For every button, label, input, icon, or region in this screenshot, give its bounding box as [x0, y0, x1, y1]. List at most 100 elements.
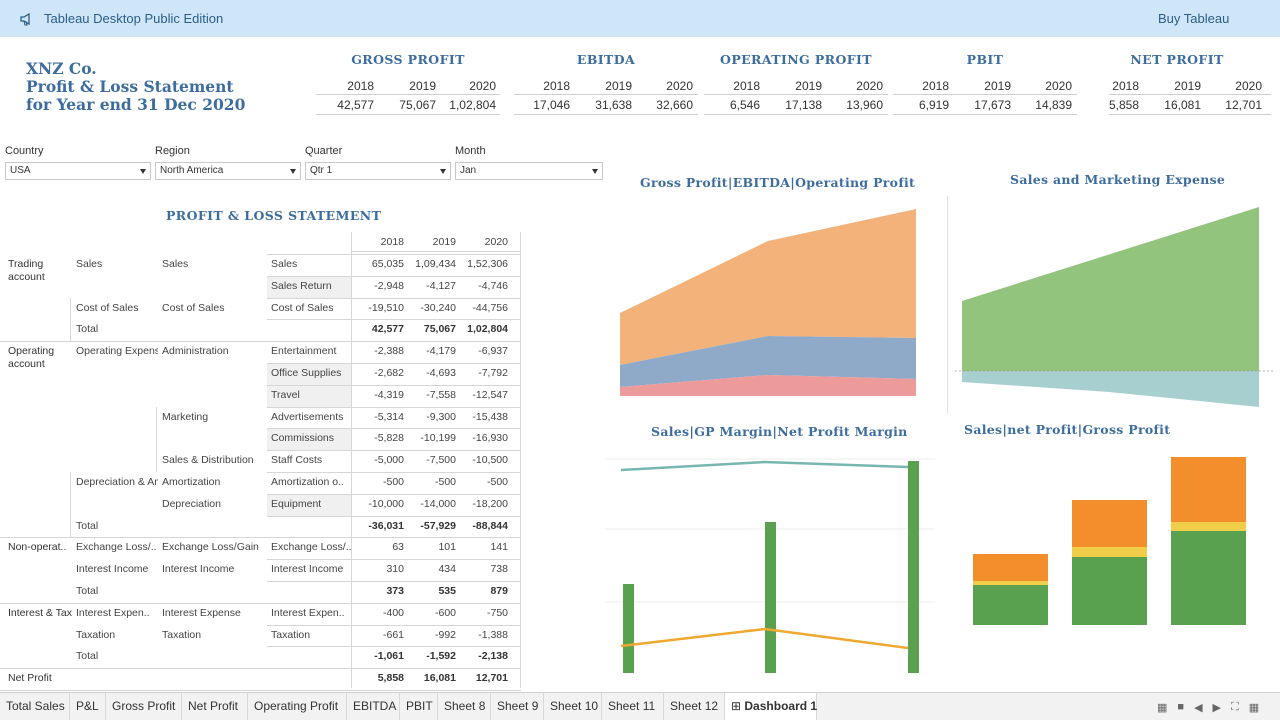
row-divider — [267, 646, 521, 648]
kpi-year: 2020 — [1235, 79, 1262, 93]
dropdown-value: Jan — [460, 165, 477, 176]
pl-cell-item: Cost of Sales — [271, 301, 334, 314]
tab-label: Dashboard 1 — [744, 699, 818, 713]
chart-title-margin: Sales|GP Margin|Net Profit Margin — [651, 424, 908, 439]
pl-cell-item: Commissions — [271, 432, 335, 445]
tab-sheet-11[interactable]: Sheet 11 — [602, 693, 664, 720]
margin-chart — [605, 458, 935, 673]
pl-value: -6,937 — [478, 345, 508, 358]
pl-value: 1,52,306 — [467, 258, 508, 270]
pl-cell-category: Cost of Sales — [76, 301, 139, 314]
pl-value: -88,844 — [472, 519, 508, 532]
tab-ebitda[interactable]: EBITDA — [347, 693, 400, 720]
pl-value: -12,547 — [472, 388, 508, 401]
tab-net-profit[interactable]: Net Profit — [182, 693, 248, 720]
tab-sheet-12[interactable]: Sheet 12 — [664, 693, 725, 720]
tab-label: Total Sales — [6, 699, 65, 713]
divider — [351, 232, 352, 688]
tab-controls: ▦ ■ ◀ ▶ ⛶ ▦ — [1157, 700, 1259, 714]
grid-view-icon[interactable]: ▦ — [1248, 701, 1260, 714]
pl-cell-subcategory: Depreciation — [162, 497, 221, 510]
divider — [704, 114, 888, 115]
region-dropdown[interactable]: North America — [155, 162, 301, 180]
fullscreen-icon[interactable]: ⛶ — [1231, 700, 1239, 713]
tab-label: Sheet 10 — [550, 699, 599, 713]
cell-shade — [267, 384, 351, 407]
row-divider — [0, 341, 521, 343]
pl-value: 63 — [392, 541, 404, 554]
prev-sheet-icon[interactable]: ◀ — [1194, 701, 1203, 714]
gross-profit-bar-2019 — [1072, 500, 1147, 547]
sales-area — [962, 207, 1259, 371]
stacked-bar-chart — [973, 457, 1246, 625]
kpi-year: 2020 — [856, 79, 883, 93]
row-divider — [267, 363, 521, 364]
pl-value: -5,314 — [374, 410, 404, 423]
pl-cell-subcategory: Taxation — [162, 628, 202, 641]
sales-bar-2020 — [1171, 531, 1246, 625]
tab-pbit[interactable]: PBIT — [400, 693, 438, 720]
row-divider — [267, 493, 521, 495]
pl-value: -600 — [434, 606, 456, 619]
kpi-value: 5,858 — [1108, 98, 1139, 112]
tab-sheet-10[interactable]: Sheet 10 — [544, 693, 602, 720]
sheet-tab-bar: ▦ ■ ◀ ▶ ⛶ ▦ Total Sales P&L Gross Profit Ne… — [0, 692, 1280, 720]
month-dropdown[interactable]: Jan — [455, 162, 603, 180]
pl-title: PROFIT & LOSS STATEMENT — [166, 208, 382, 223]
pl-cell-subcategory: Exchange Loss/Gain — [162, 541, 259, 554]
kpi-title: NET PROFIT — [1130, 52, 1224, 67]
pl-value: -500 — [382, 476, 404, 488]
gp-margin-line — [620, 460, 909, 472]
tab-gross-profit[interactable]: Gross Profit — [106, 693, 182, 720]
kpi-value: 14,839 — [1035, 98, 1072, 112]
pl-cell-subcategory: Marketing — [162, 410, 209, 423]
filter-region: Region North America — [155, 145, 301, 180]
next-sheet-icon[interactable]: ▶ — [1212, 701, 1221, 714]
pl-value: -7,792 — [478, 367, 508, 379]
buy-tableau-link[interactable]: Buy Tableau — [1158, 11, 1230, 26]
pl-cell-item: Advertisements — [271, 410, 344, 423]
dropdown-value: Qtr 1 — [310, 165, 333, 176]
pl-value: 535 — [438, 585, 456, 597]
filter-month: Month Jan — [455, 145, 603, 180]
pl-value: -36,031 — [368, 519, 404, 532]
net-profit-margin-line — [620, 627, 909, 650]
pl-value: 141 — [490, 541, 508, 554]
statement-period: for Year end 31 Dec 2020 — [26, 95, 246, 114]
filmstrip-icon[interactable]: ▦ — [1157, 701, 1168, 714]
tab-dashboard-1[interactable]: ⊞ Dashboard 1 — [725, 693, 817, 720]
quarter-dropdown[interactable]: Qtr 1 — [305, 162, 451, 180]
kpi-year: 2018 — [733, 79, 760, 93]
tab-label: EBITDA — [353, 699, 397, 713]
pl-cell-category: Total — [76, 323, 99, 336]
tab-total-sales[interactable]: Total Sales — [0, 693, 70, 720]
country-dropdown[interactable]: USA — [5, 162, 151, 180]
kpi-value: 1,02,804 — [449, 98, 496, 112]
pl-value: -15,438 — [472, 410, 508, 423]
kpi-value: 13,960 — [846, 98, 883, 112]
tab-operating-profit[interactable]: Operating Profit — [248, 693, 347, 720]
pl-value: -661 — [382, 628, 404, 641]
tab-p-l[interactable]: P&L — [70, 693, 106, 720]
row-divider — [0, 602, 521, 604]
divider — [316, 114, 500, 115]
pl-value: -5,828 — [374, 432, 404, 445]
pl-value: 1,02,804 — [467, 323, 508, 336]
kpi-year: 2020 — [469, 79, 496, 93]
dashboard-icon: ⊞ — [731, 699, 745, 713]
divider — [1109, 94, 1271, 95]
divider — [156, 406, 157, 472]
kpi-value: 17,138 — [785, 98, 822, 112]
show-sheets-icon[interactable]: ■ — [1177, 701, 1185, 713]
kpi-title: OPERATING PROFIT — [720, 52, 872, 67]
kpi-value: 12,701 — [1225, 98, 1262, 112]
tab-sheet-9[interactable]: Sheet 9 — [491, 693, 544, 720]
pl-cell-item: Taxation — [271, 628, 311, 641]
pl-value: 65,035 — [371, 258, 404, 270]
tab-sheet-8[interactable]: Sheet 8 — [438, 693, 491, 720]
row-divider — [267, 472, 521, 473]
divider — [893, 114, 1077, 115]
tab-label: Net Profit — [188, 699, 239, 713]
kpi-year: 2018 — [347, 79, 374, 93]
pl-value: 879 — [490, 585, 508, 597]
